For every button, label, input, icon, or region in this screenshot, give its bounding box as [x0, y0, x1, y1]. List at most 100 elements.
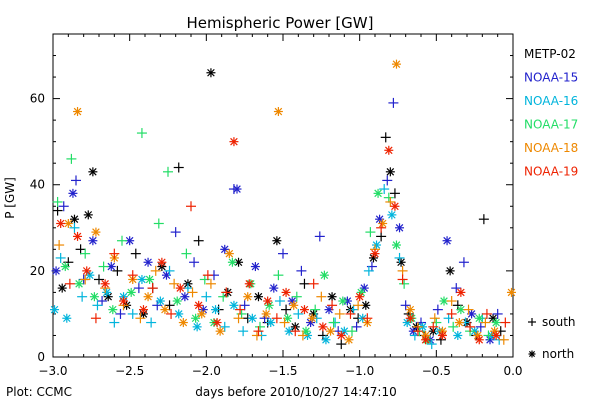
data-point-north [63, 218, 73, 228]
data-point-north [229, 300, 239, 310]
data-point-north [89, 292, 99, 302]
data-point-south [296, 265, 307, 276]
data-point-south [327, 300, 338, 311]
data-point-north [244, 279, 254, 289]
data-point-south [365, 227, 376, 238]
data-point-south [92, 300, 103, 311]
data-point-north [88, 236, 98, 246]
data-point-south [380, 132, 391, 143]
data-point-south [382, 175, 393, 186]
data-point-south [463, 304, 474, 315]
data-point-north [191, 313, 201, 323]
data-point-south [136, 128, 147, 139]
data-point-south [353, 300, 364, 311]
data-point-north [69, 214, 79, 224]
chart-title: Hemispheric Power [GW] [187, 14, 374, 32]
data-point-south [130, 248, 141, 259]
data-point-south [500, 317, 511, 328]
data-point-south [187, 287, 198, 298]
x-axis-label: days before 2010/10/27 14:47:10 [195, 385, 396, 399]
data-point-south [290, 326, 301, 337]
data-point-south [328, 317, 339, 328]
data-point-north [119, 296, 129, 306]
y-tick-label: 60 [30, 92, 45, 106]
data-point-north [126, 287, 136, 297]
data-point-north [224, 249, 234, 259]
data-point-south [399, 278, 410, 289]
data-point-south [186, 201, 196, 212]
data-point-north [108, 305, 118, 315]
data-point-north [157, 257, 167, 267]
data-point-north [138, 305, 148, 315]
legend-entry-noaa-15: NOAA-15 [524, 71, 578, 85]
data-point-north [391, 59, 401, 69]
data-point-north [373, 188, 383, 198]
data-point-north [370, 249, 380, 259]
data-point-north [180, 292, 190, 302]
data-point-north [263, 296, 273, 306]
data-point-north [318, 322, 328, 332]
data-point-south [66, 153, 77, 164]
series-noaa-16 [50, 184, 505, 350]
data-point-south [345, 308, 356, 319]
data-point-south [133, 283, 144, 294]
data-point-north [212, 318, 222, 328]
data-point-south [310, 304, 321, 315]
data-point-south [52, 205, 63, 216]
data-point-south [432, 304, 443, 315]
data-point-north [390, 201, 400, 211]
data-point-south [94, 274, 104, 285]
data-point-south [233, 313, 244, 324]
data-point-north [491, 330, 501, 340]
x-tick-label: 0.0 [503, 364, 522, 378]
data-point-north [324, 305, 334, 315]
data-point-south [362, 313, 373, 324]
data-point-north [299, 305, 309, 315]
data-point-north [336, 330, 346, 340]
data-point-north [344, 335, 354, 345]
data-point-north [269, 283, 279, 293]
data-point-north [264, 300, 274, 310]
data-point-south [308, 278, 319, 289]
data-point-south [238, 326, 249, 337]
data-point-south [181, 248, 192, 259]
data-point-south [376, 222, 387, 233]
data-point-south [169, 278, 180, 289]
data-point-north [338, 296, 348, 306]
data-point-south [429, 313, 440, 324]
data-point-north [396, 257, 406, 267]
data-point-south [273, 270, 284, 281]
data-point-north [442, 236, 452, 246]
data-point-south [400, 300, 411, 311]
data-point-south [58, 201, 69, 212]
data-point-south [71, 175, 81, 186]
data-point-south [383, 192, 394, 203]
y-tick-label: 40 [30, 178, 45, 192]
data-point-north [445, 266, 455, 276]
data-point-north [321, 335, 331, 345]
data-point-north [437, 330, 447, 340]
data-point-north [175, 283, 185, 293]
data-point-north [82, 266, 92, 276]
data-point-north [60, 262, 70, 272]
data-point-north [211, 305, 221, 315]
legend-label-north: north [542, 347, 574, 361]
x-tick-label: −1.5 [268, 364, 297, 378]
data-point-north [232, 184, 242, 194]
data-point-south [109, 248, 120, 259]
data-point-south [388, 97, 399, 108]
data-point-south [389, 188, 400, 199]
data-point-south [271, 313, 282, 324]
legend-entry-noaa-16: NOAA-16 [524, 94, 578, 108]
data-point-north [227, 257, 237, 267]
axes-layer: −3.0 −2.5 −2.0 −1.5 −1.0 −0.5 0.0 0 20 40 60 [30, 33, 523, 378]
data-point-north [57, 283, 67, 293]
data-point-north [387, 210, 397, 220]
data-point-south [205, 278, 216, 289]
data-point-north [456, 287, 466, 297]
x-tick-label: −1.0 [345, 364, 374, 378]
data-point-south [97, 296, 108, 307]
data-point-south [458, 257, 469, 268]
